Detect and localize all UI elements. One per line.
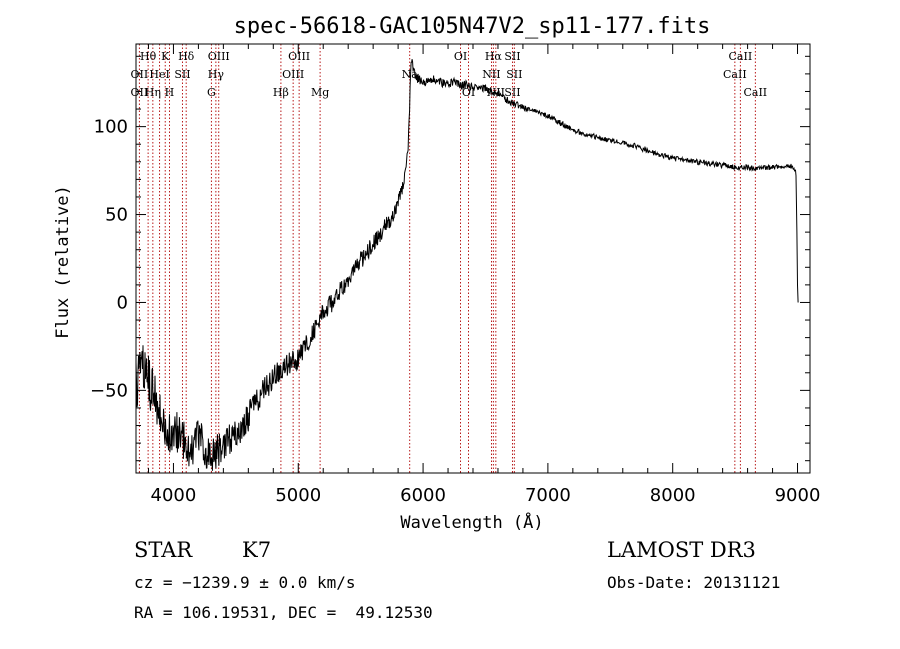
spectral-line-label: G	[207, 86, 216, 99]
x-tick-label: 4000	[151, 485, 197, 506]
x-tick-label: 9000	[775, 485, 821, 506]
spectral-line-label: SII	[504, 86, 520, 99]
x-tick-label: 6000	[400, 485, 446, 506]
x-tick-labels: 4000 5000 6000 7000 8000 9000	[151, 485, 821, 506]
y-tick-labels: −50 0 50 100	[90, 117, 128, 402]
object-subclass: K7	[242, 538, 272, 562]
spectral-line-label: CaII	[729, 50, 753, 63]
spectral-line-label: K	[161, 50, 170, 63]
object-class: STAR	[134, 538, 193, 562]
spectral-line-label: Hη	[145, 86, 161, 99]
y-tick-label: 0	[117, 292, 128, 313]
spectral-line-label: H	[165, 86, 175, 99]
spectral-line-label: OIII	[208, 50, 230, 63]
spectral-line-label: Na	[402, 68, 419, 81]
survey-name: LAMOST DR3	[607, 538, 756, 562]
x-axis-label: Wavelength (Å)	[400, 511, 543, 533]
y-tick-label: 50	[105, 205, 128, 226]
spectral-line-label: Hδ	[178, 50, 195, 63]
x-tick-label: 7000	[525, 485, 571, 506]
spectral-line-label: Hβ	[273, 86, 289, 99]
chart-title: spec-56618-GAC105N47V2_sp11-177.fits	[234, 14, 711, 39]
spectral-line-label: OI	[454, 50, 467, 63]
y-tick-label: −50	[90, 380, 128, 401]
spectral-line-label: Hθ	[140, 50, 157, 63]
axis-ticks	[136, 44, 810, 473]
y-axis-label: Flux (relative)	[53, 185, 73, 339]
spectral-line-label: OI	[462, 86, 475, 99]
observation-date: Obs-Date: 20131121	[607, 573, 781, 592]
spectral-line-label: NII	[482, 68, 500, 81]
coordinates: RA = 106.19531, DEC = 49.12530	[134, 603, 433, 622]
spectral-line-label: Mg	[311, 86, 329, 99]
redshift-velocity: cz = −1239.9 ± 0.0 km/s	[134, 573, 356, 592]
spectral-line-label: HeI	[149, 68, 169, 81]
spectral-line-label: Hα	[485, 50, 503, 63]
spectral-line-label: CaII	[743, 86, 767, 99]
spectral-line-label: NII	[487, 86, 505, 99]
spectral-line-markers	[138, 44, 756, 473]
y-tick-label: 100	[94, 117, 128, 138]
spectrum-line	[135, 59, 799, 471]
spectral-line-label: SII	[174, 68, 190, 81]
spectral-line-label: OII	[131, 86, 149, 99]
x-tick-label: 8000	[650, 485, 696, 506]
spectral-line-label: OII	[131, 68, 149, 81]
spectral-line-label: CaII	[723, 68, 747, 81]
spectral-line-label: OIII	[288, 50, 310, 63]
spectral-line-label: SII	[504, 50, 520, 63]
spectral-line-label: OIII	[282, 68, 304, 81]
x-tick-label: 5000	[275, 485, 321, 506]
spectral-line-label: Hγ	[208, 68, 225, 81]
plot-frame	[135, 43, 811, 474]
spectral-line-label: SII	[506, 68, 522, 81]
